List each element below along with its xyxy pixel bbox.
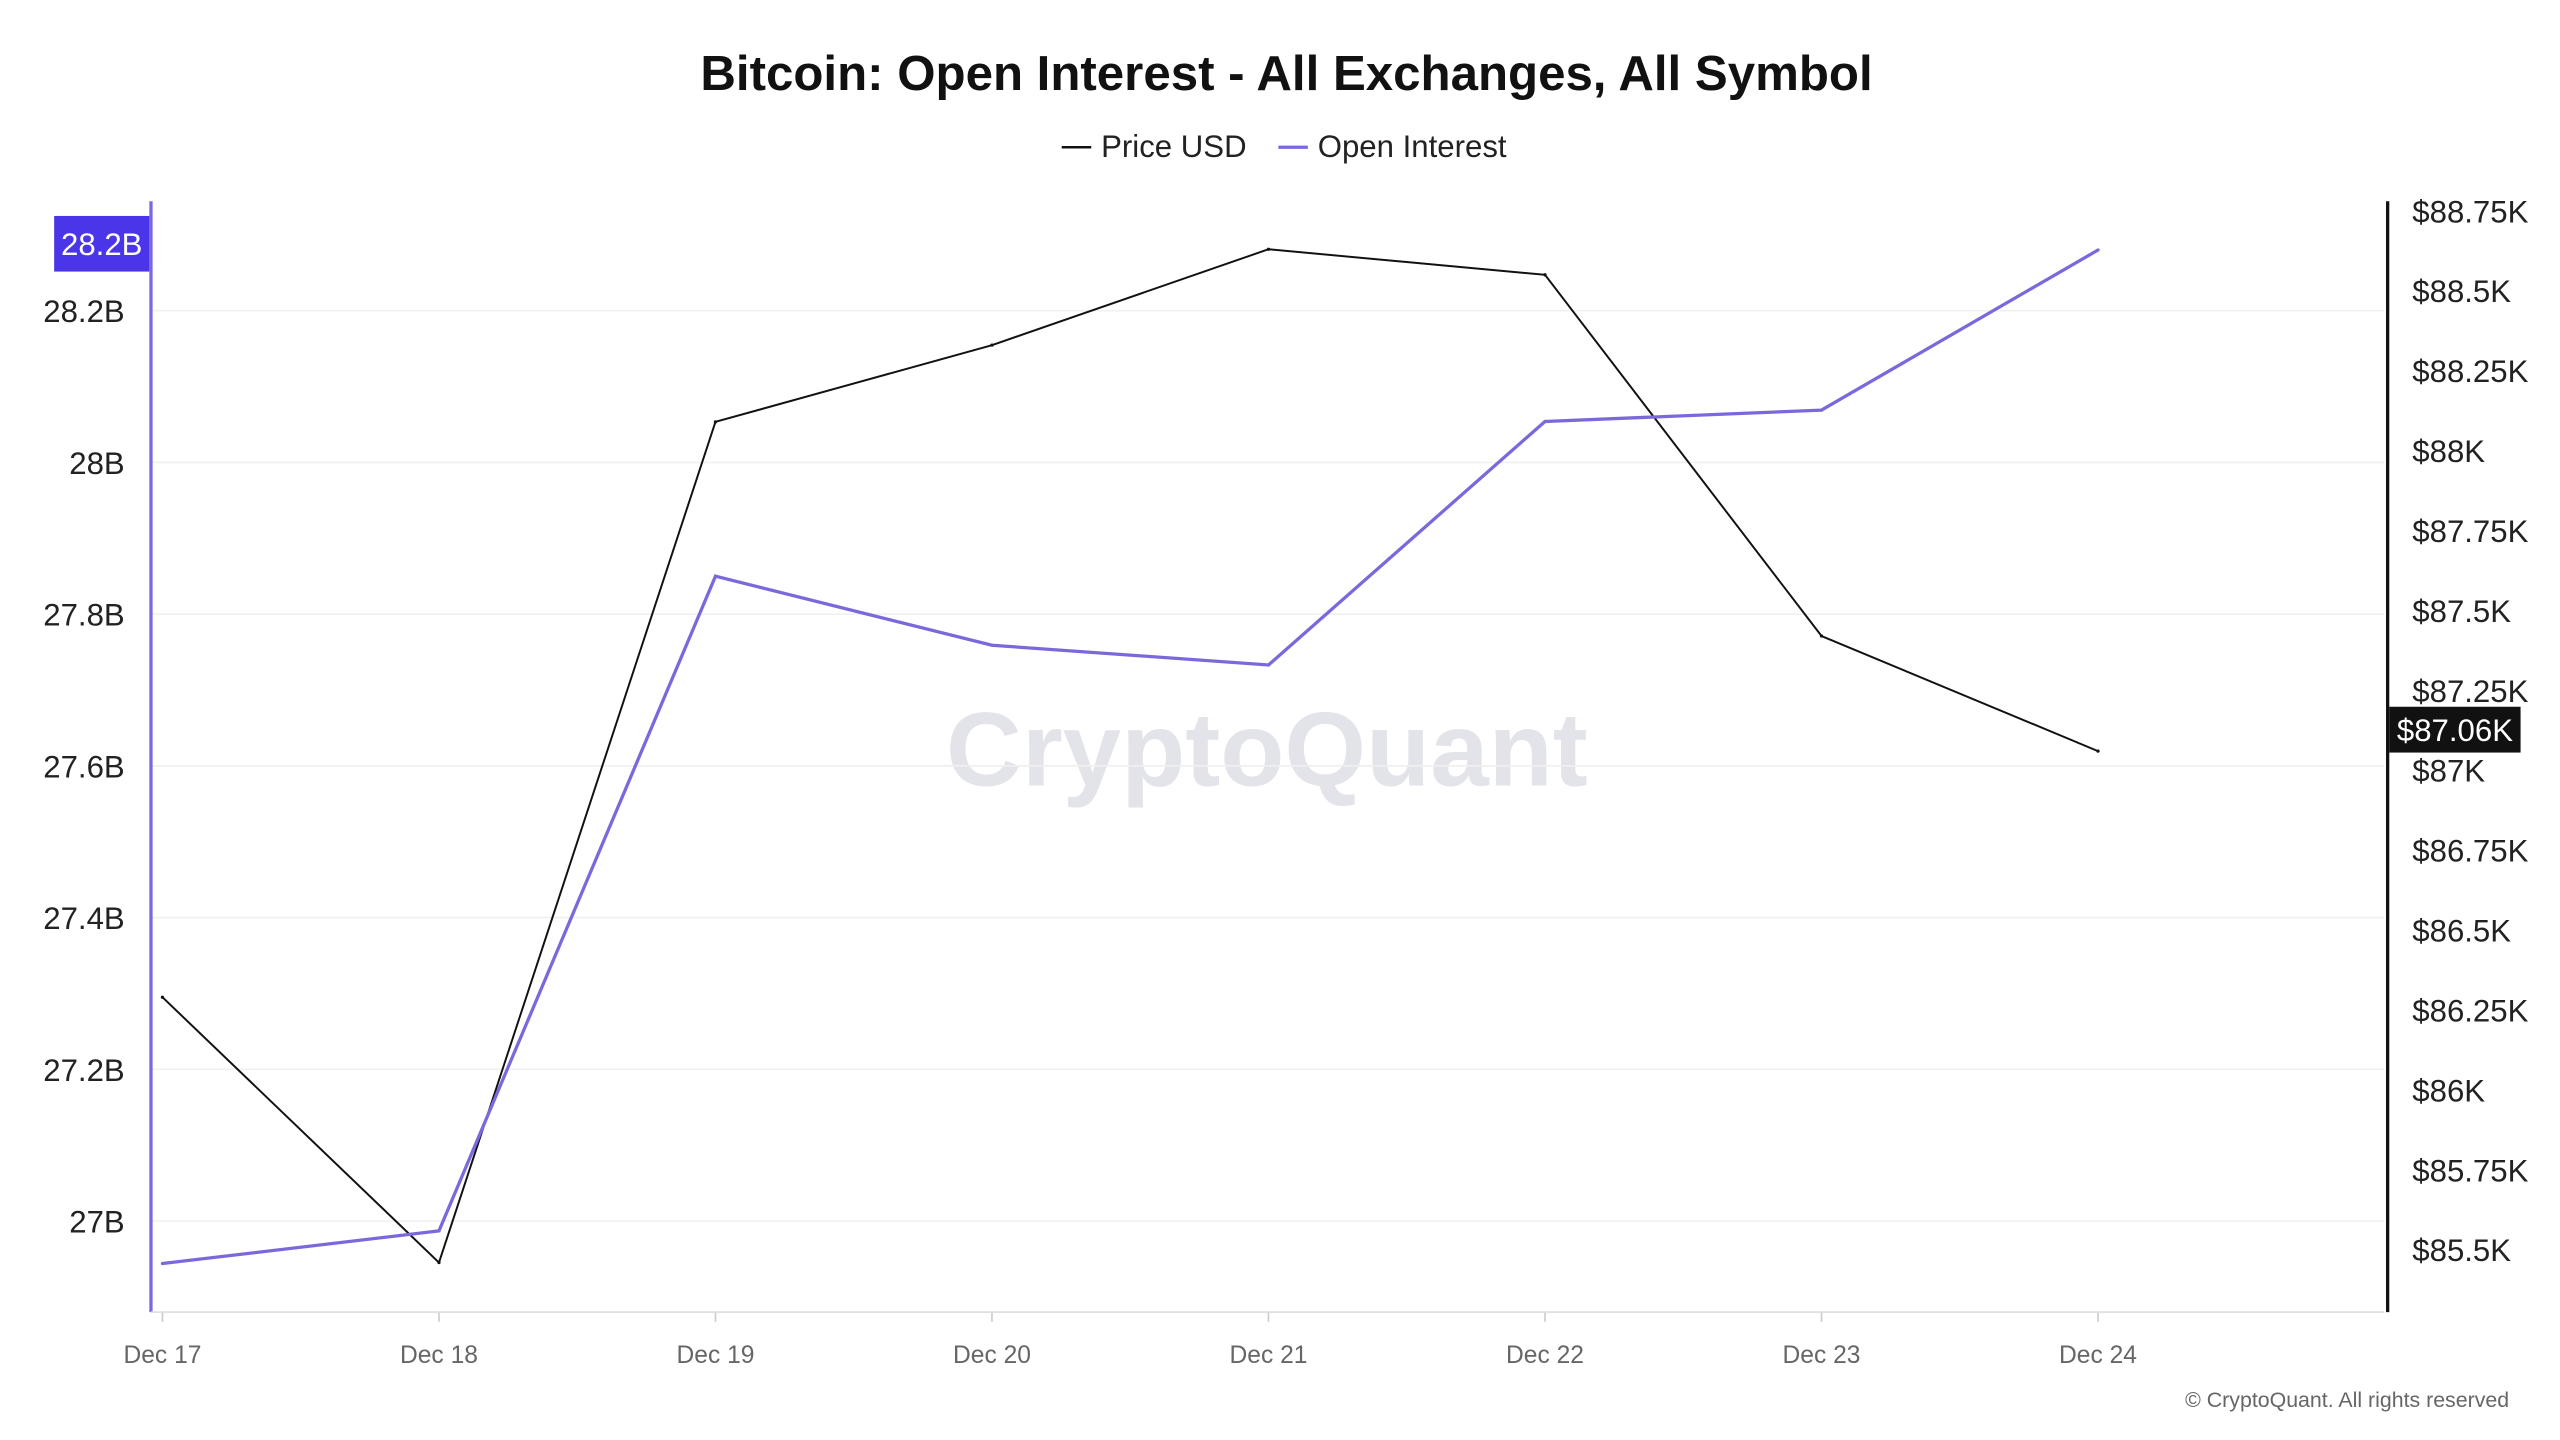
legend-price-label[interactable]: Price USD: [1101, 129, 1247, 164]
price-usd-point: [437, 1260, 441, 1265]
left-tick-label: 28.2B: [43, 294, 124, 329]
left-tick-label: 27.6B: [43, 749, 124, 784]
left-tick-label: 27.4B: [43, 901, 124, 936]
x-tick-label: Dec 20: [953, 1342, 1031, 1369]
x-tick-label: Dec 24: [2059, 1342, 2137, 1369]
right-badge-label: $87.06K: [2397, 713, 2513, 748]
left-badge-bg: [54, 215, 150, 272]
x-tick-label: Dec 18: [400, 1342, 478, 1369]
open-interest-point: [1819, 408, 1824, 412]
x-tick-label: Dec 17: [123, 1342, 201, 1369]
open-interest-line: [162, 248, 2099, 1266]
right-tick-label: $88.5K: [2412, 274, 2511, 309]
chart-title: Bitcoin: Open Interest - All Exchanges, …: [700, 47, 1872, 101]
x-tick-label: Dec 22: [1506, 1342, 1584, 1369]
x-tick-label: Dec 21: [1230, 1342, 1308, 1369]
watermark: CryptoQuant: [946, 691, 1588, 808]
price-usd-point: [990, 343, 994, 347]
right-badge-bg: [2389, 706, 2521, 753]
right-tick-label: $85.5K: [2412, 1233, 2511, 1268]
left-tick-label: 28B: [69, 446, 124, 481]
open-interest-point: [2096, 248, 2100, 252]
left-tick-label: 27.2B: [43, 1053, 124, 1088]
price-usd-point: [2096, 749, 2100, 753]
legend: Price USD Open Interest: [1061, 129, 1507, 164]
right-tick-label: $87K: [2412, 754, 2485, 789]
price-usd-point: [713, 420, 718, 424]
right-tick-label: $88K: [2412, 434, 2485, 469]
legend-oi-label[interactable]: Open Interest: [1318, 129, 1507, 164]
right-badge: $87.06K: [2389, 706, 2521, 753]
price-usd-point: [1819, 634, 1824, 638]
left-badge-label: 28.2B: [61, 227, 142, 262]
price-usd-point: [1543, 273, 1547, 277]
open-interest-point: [437, 1229, 441, 1233]
right-tick-label: $87.25K: [2412, 674, 2528, 709]
open-interest-point: [713, 574, 718, 578]
right-tick-label: $86.5K: [2412, 914, 2511, 949]
open-interest-point: [1543, 419, 1547, 424]
left-tick-label: 27.8B: [43, 598, 124, 633]
price-usd-point: [1266, 247, 1271, 251]
open-interest-point: [990, 643, 994, 647]
right-tick-label: $86.25K: [2412, 994, 2528, 1029]
open-interest-point: [160, 1261, 165, 1266]
right-tick-label: $86K: [2412, 1073, 2485, 1108]
right-tick-label: $87.75K: [2412, 514, 2528, 549]
price-usd-point: [160, 995, 165, 999]
left-tick-label: 27B: [69, 1205, 124, 1240]
x-tick-label: Dec 23: [1783, 1342, 1861, 1369]
right-tick-label: $88.25K: [2412, 354, 2528, 389]
open-interest-point: [1266, 663, 1271, 667]
left-badge: 28.2B: [54, 215, 150, 272]
right-tick-label: $85.75K: [2412, 1153, 2528, 1188]
right-tick-label: $86.75K: [2412, 834, 2528, 869]
right-tick-label: $87.5K: [2412, 594, 2511, 629]
copyright: © CryptoQuant. All rights reserved: [2185, 1388, 2509, 1412]
x-tick-label: Dec 19: [677, 1342, 755, 1369]
right-tick-label: $88.75K: [2412, 194, 2528, 229]
